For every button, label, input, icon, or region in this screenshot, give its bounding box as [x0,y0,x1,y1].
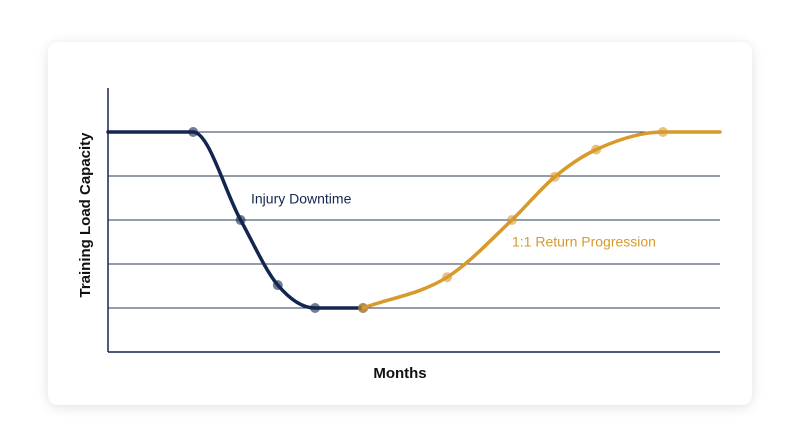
data-point [235,215,246,225]
annotation: Injury Downtime [251,191,352,207]
y-axis-label: Training Load Capacity [77,132,94,298]
x-axis-label: Months [373,365,426,382]
data-point [549,171,560,182]
card [48,42,752,405]
data-point [310,303,321,313]
data-point [591,144,602,155]
data-point [188,127,199,137]
data-point [506,215,517,225]
annotation: 1:1 Return Progression [512,234,656,250]
data-point [657,127,668,137]
data-point [272,280,283,291]
data-point [358,303,368,313]
data-point [442,272,453,283]
